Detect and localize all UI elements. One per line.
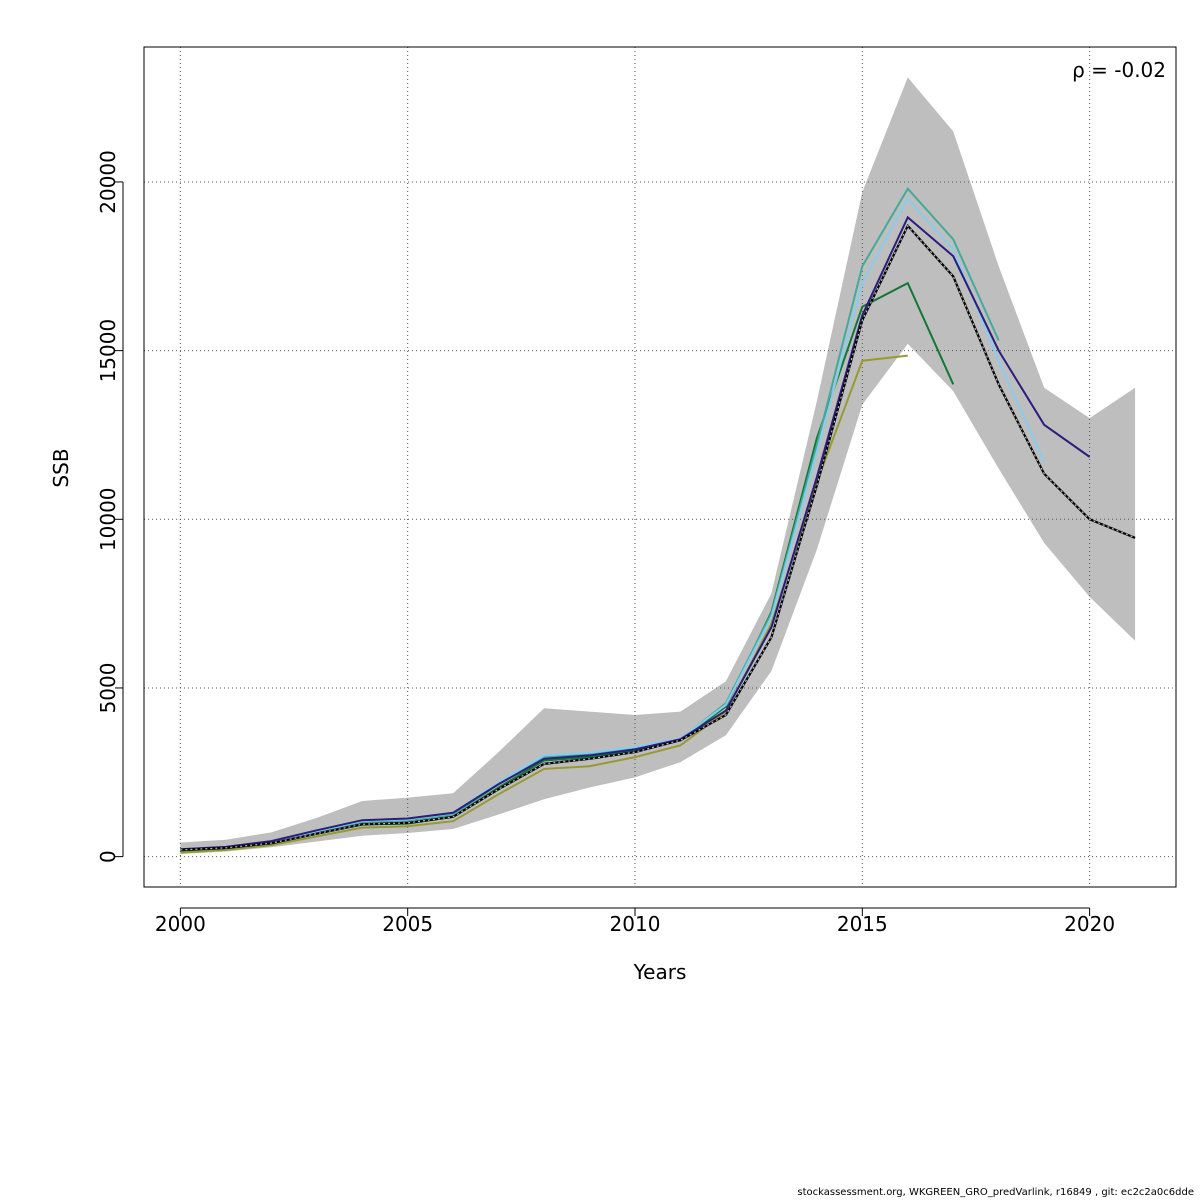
- confidence-band: [180, 77, 1136, 854]
- confidence-band-layer: [180, 77, 1136, 854]
- x-tick-label: 2020: [1064, 912, 1115, 936]
- y-axis-title: SSB: [49, 448, 73, 487]
- grid-layer: [144, 47, 1176, 887]
- footer-credit: stockassessment.org, WKGREEN_GRO_predVar…: [797, 1187, 1194, 1198]
- y-tick-label: 10000: [96, 487, 120, 551]
- x-tick-label: 2010: [610, 912, 661, 936]
- series-line: [180, 187, 1000, 851]
- x-axis-title: Years: [633, 960, 687, 984]
- y-tick-label: 15000: [96, 319, 120, 383]
- series-line-dashed: [180, 224, 1136, 851]
- plot-frame: [143, 46, 1177, 888]
- x-tick-label: 2005: [382, 912, 433, 936]
- y-tick-label: 20000: [96, 150, 120, 214]
- y-tick-label: 0: [96, 850, 120, 863]
- x-tick-label: 2000: [155, 912, 206, 936]
- y-tick-label: 5000: [96, 663, 120, 714]
- series-layer: [180, 187, 1136, 854]
- series-line: [180, 215, 1091, 851]
- x-tick-label: 2015: [837, 912, 888, 936]
- axis-layer: 2000 2005 2010 2015 2020 0 5000 10000 15000 20000: [96, 150, 1115, 936]
- rho-annotation: ρ = -0.02: [1072, 58, 1166, 82]
